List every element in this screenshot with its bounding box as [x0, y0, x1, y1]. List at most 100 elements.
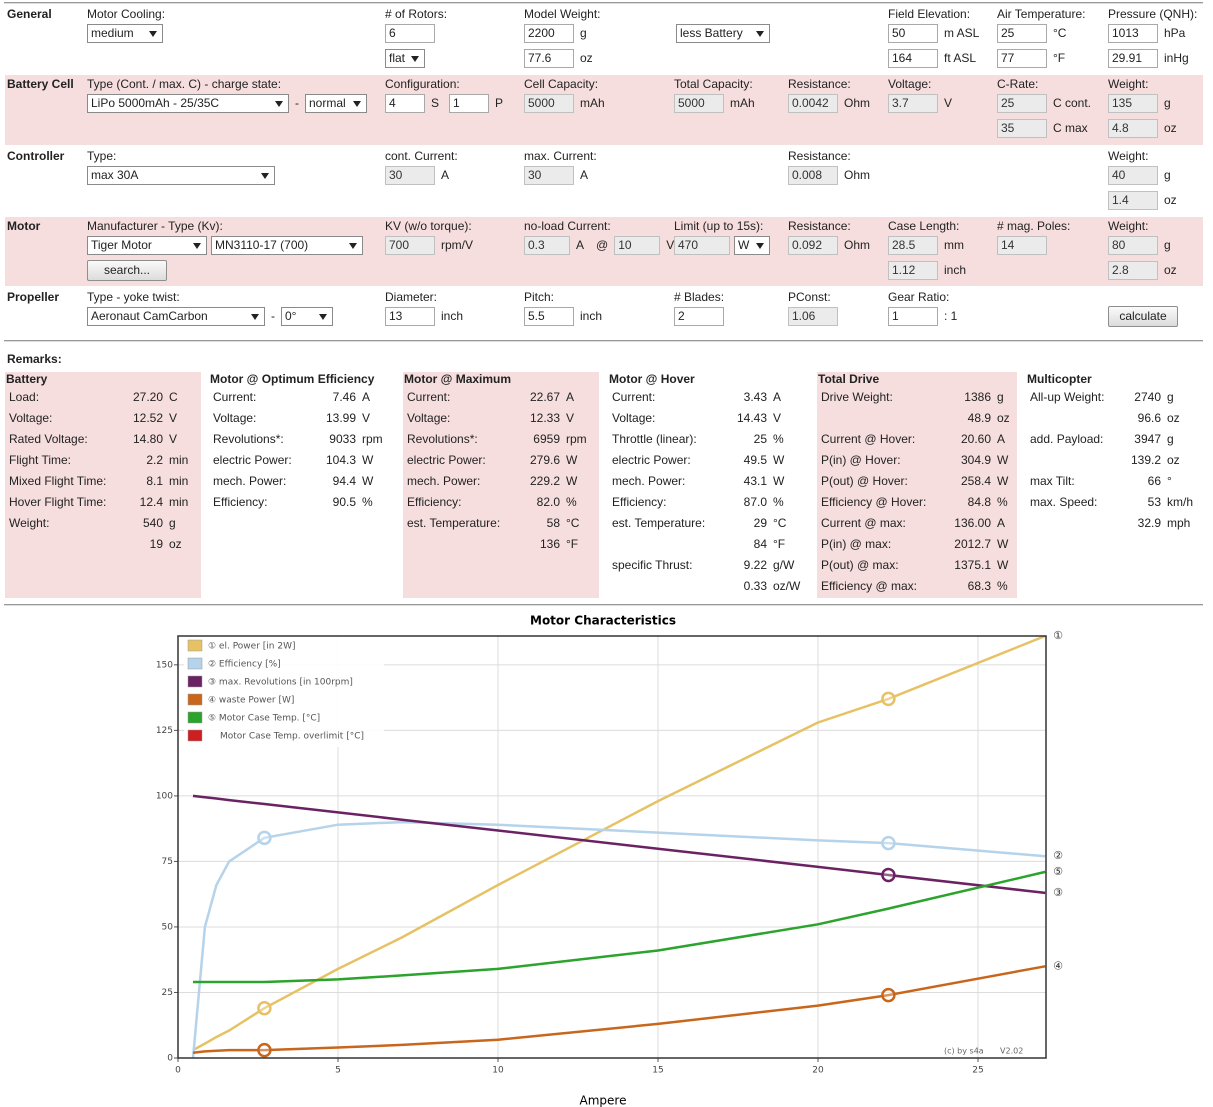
control-line: 30 A [385, 165, 455, 185]
operating-point [257, 830, 272, 846]
result-value: 9.22 [743, 558, 767, 572]
field-label: Configuration: [385, 77, 460, 91]
control-line: 0.092 Ohm [788, 235, 876, 255]
field-label: Type - yoke twist: [87, 290, 180, 304]
text-input: 0.0042 [788, 93, 838, 113]
text-input[interactable]: 2200 [524, 23, 574, 43]
result-value: 12.33 [529, 411, 560, 425]
result-unit: % [773, 495, 784, 509]
field-label: Type: [87, 149, 117, 163]
text-input[interactable]: 1013 [1108, 23, 1158, 43]
text-input[interactable]: 4 [385, 93, 425, 113]
result-label: P(out) @ Hover: [821, 474, 908, 488]
text-input[interactable]: 25 [997, 23, 1047, 43]
result-label: Weight: [9, 516, 50, 530]
result-unit: W [773, 453, 785, 467]
dropdown[interactable]: LiPo 5000mAh - 25/35C [87, 93, 289, 113]
result-value: 9033 [329, 432, 356, 446]
unit-label: oz [1164, 121, 1177, 135]
result-unit: A [362, 390, 371, 404]
result-unit: min [169, 453, 189, 467]
dropdown[interactable]: W [734, 235, 770, 255]
result-label: Throttle (linear): [612, 432, 697, 446]
unit-label: mAh [580, 96, 605, 110]
result-unit: W [997, 474, 1009, 488]
series-line [192, 634, 1046, 1052]
text-input[interactable]: 5.5 [524, 306, 574, 326]
text-input[interactable]: 13 [385, 306, 435, 326]
text-input: 30 [524, 165, 574, 185]
text-input: 0.3 [524, 235, 570, 255]
result-label: add. Payload: [1030, 432, 1104, 446]
series-end-label: ③ [1053, 886, 1063, 899]
control-line: Aeronaut CamCarbon -0° [87, 306, 333, 326]
control-line: max 30A [87, 165, 275, 185]
x-tick-label: 15 [652, 1066, 663, 1076]
result-value: 8.1 [146, 474, 163, 488]
result-label: P(in) @ Hover: [821, 453, 901, 467]
text-input[interactable]: 29.91 [1108, 48, 1158, 68]
field-label: PConst: [788, 290, 831, 304]
result-label: Revolutions*: [407, 432, 478, 446]
series-line [192, 965, 1046, 1055]
result-unit: % [362, 495, 373, 509]
dropdown[interactable]: Aeronaut CamCarbon [87, 306, 265, 326]
result-label: Current: [213, 390, 257, 404]
result-value: 279.6 [529, 453, 560, 467]
result-value: 0.33 [743, 579, 767, 593]
text-input[interactable]: 164 [888, 48, 938, 68]
result-unit: oz [1167, 453, 1180, 467]
control-line: 1.06 [788, 306, 838, 326]
dropdown[interactable]: flat [385, 48, 425, 68]
section-title: General [7, 7, 52, 21]
annotation: (c) by s4a [944, 1047, 984, 1056]
result-label: max Tilt: [1030, 474, 1075, 488]
result-value: 13.99 [325, 411, 356, 425]
unit-label: C cont. [1053, 96, 1092, 110]
y-tick-label: 125 [156, 726, 173, 736]
dropdown[interactable]: Tiger Motor [87, 235, 207, 255]
y-tick-label: 0 [167, 1054, 173, 1064]
result-value: 94.4 [332, 474, 356, 488]
unit-label: mm [944, 238, 964, 252]
field-label: # mag. Poles: [997, 219, 1071, 233]
control-line: calculate [1108, 305, 1178, 327]
text-input[interactable]: 77.6 [524, 48, 574, 68]
result-unit: g [1167, 390, 1174, 404]
separator-text: @ [596, 238, 609, 252]
field-label: cont. Current: [385, 149, 458, 163]
unit-label: V [944, 96, 953, 110]
dropdown[interactable]: max 30A [87, 165, 275, 185]
text-input: 4.8 [1108, 118, 1158, 138]
text-input[interactable]: 1 [449, 93, 490, 113]
result-label: All-up Weight: [1030, 390, 1105, 404]
result-label: electric Power: [407, 453, 486, 467]
separator-text: - [271, 309, 275, 323]
dropdown[interactable]: normal [305, 93, 367, 113]
result-value: 32.9 [1137, 516, 1161, 530]
control-line: 5000 mAh [524, 93, 611, 113]
dropdown[interactable]: medium [87, 23, 163, 43]
dropdown[interactable]: MN3110-17 (700) [211, 235, 363, 255]
plot-border [177, 635, 1047, 1059]
y-tick-label: 75 [162, 857, 173, 867]
dropdown[interactable]: 0° [281, 306, 333, 326]
result-label: Efficiency @ max: [821, 579, 917, 593]
dropdown[interactable]: less Battery [676, 23, 770, 43]
button[interactable]: calculate [1108, 305, 1178, 327]
column-title: Motor @ Optimum Efficiency [210, 372, 375, 386]
text-input[interactable]: 2 [674, 306, 724, 326]
result-value: 90.5 [332, 495, 356, 509]
text-input[interactable]: 6 [385, 23, 435, 43]
text-input[interactable]: 50 [888, 23, 938, 43]
text-input[interactable]: 1 [888, 306, 938, 326]
unit-label: °C [1053, 26, 1067, 40]
legend-label: ① el. Power [in 2W] [208, 642, 295, 652]
text-input[interactable]: 77 [997, 48, 1047, 68]
button[interactable]: search... [87, 259, 167, 281]
series-line [191, 820, 1046, 1059]
remarks-background [817, 372, 1017, 598]
result-label: Voltage: [612, 411, 656, 425]
result-label: Hover Flight Time: [9, 495, 107, 509]
result-unit: W [566, 453, 578, 467]
